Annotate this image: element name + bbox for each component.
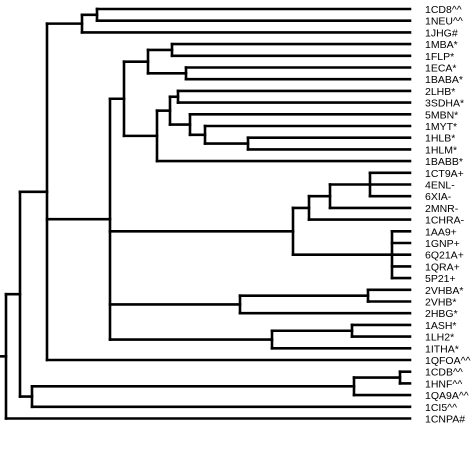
leaf-label: 2VHBA* <box>425 285 464 297</box>
leaf-label: 1LH2* <box>425 332 454 344</box>
leaf-label: 5P21+ <box>425 273 456 285</box>
leaf-label: 1QFOA^^ <box>425 355 471 367</box>
leaf-label: 1NEU^^ <box>425 16 463 28</box>
leaf-label: 1MYT* <box>425 121 457 133</box>
leaf-label: 1CNPA# <box>425 414 465 426</box>
leaf-label: 1BABB* <box>425 156 463 168</box>
leaf-label: 1ITHA* <box>425 343 459 355</box>
leaf-label: 1HLB* <box>425 133 455 145</box>
leaf-label: 1ECA* <box>425 63 457 75</box>
leaf-label: 1JHG# <box>425 27 458 39</box>
leaf-label: 4ENL- <box>425 180 455 192</box>
leaf-label: 6XIA- <box>425 191 452 203</box>
leaf-label: 1HNF^^ <box>425 378 462 390</box>
leaf-label: 1ASH* <box>425 320 457 332</box>
leaf-label: 1CI5^^ <box>425 402 457 414</box>
leaf-label: 1QA9A^^ <box>425 390 469 402</box>
leaf-label: 2LHB* <box>425 86 455 98</box>
leaf-label: 2MNR- <box>425 203 459 215</box>
leaf-label: 1FLP* <box>425 51 454 63</box>
leaf-label: 1MBA* <box>425 39 458 51</box>
leaf-label: 6Q21A+ <box>425 250 464 262</box>
leaf-label: 1BABA* <box>425 74 463 86</box>
dendrogram-branches <box>0 7 412 420</box>
leaf-label: 2HBG* <box>425 308 458 320</box>
leaf-label: 1QRA+ <box>425 261 460 273</box>
leaf-labels: 1CD8^^1NEU^^1JHG#1MBA*1FLP*1ECA*1BABA*2L… <box>425 4 471 426</box>
leaf-label: 1HLM* <box>425 144 457 156</box>
leaf-label: 1CD8^^ <box>425 4 462 16</box>
leaf-label: 1CT9A+ <box>425 168 464 180</box>
leaf-label: 2VHB* <box>425 297 457 309</box>
leaf-label: 1AA9+ <box>425 226 457 238</box>
leaf-label: 5MBN* <box>425 109 458 121</box>
leaf-label: 1GNP+ <box>425 238 460 250</box>
leaf-label: 3SDHA* <box>425 98 464 110</box>
leaf-label: 1CDB^^ <box>425 367 463 379</box>
leaf-label: 1CHRA- <box>425 215 465 227</box>
